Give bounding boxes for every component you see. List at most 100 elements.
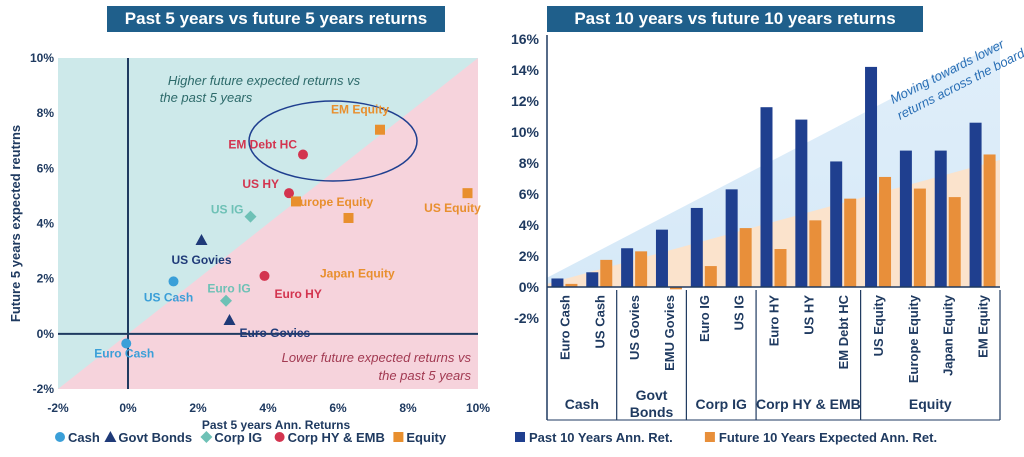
bar xyxy=(913,188,926,287)
y-tick-label: 0% xyxy=(519,279,540,295)
legend-label: Future 10 Years Expected Ann. Ret. xyxy=(719,430,937,445)
point-label: US Govies xyxy=(171,253,231,267)
bar xyxy=(669,287,682,290)
bar xyxy=(774,249,787,287)
bar xyxy=(586,272,599,287)
category-label: US Govies xyxy=(627,295,642,360)
scatter-chart: -2% 0% 2% 4% 6% 8% 10% -2% 0% 2% 4% 6% 8% 10% Past 5 y… xyxy=(8,51,490,445)
y-tick-label: 0% xyxy=(37,327,55,341)
y-tick-label: 14% xyxy=(511,62,540,78)
point-label: Japan Equity xyxy=(320,266,395,280)
scatter-point xyxy=(195,234,208,246)
x-tick-label: 8% xyxy=(399,401,417,415)
x-axis-title: Past 5 years Ann. Returns xyxy=(202,418,351,432)
y-tick-label: 6% xyxy=(519,186,540,202)
x-tick-label: 0% xyxy=(119,401,137,415)
bar xyxy=(809,220,822,287)
legend-swatch xyxy=(704,432,715,442)
category-label: EMU Govies xyxy=(662,295,677,371)
y-tick-label: 4% xyxy=(37,217,55,231)
bar xyxy=(899,150,912,287)
legend-marker xyxy=(55,432,65,442)
y-tick-label: 6% xyxy=(37,161,55,175)
y-tick-label: 4% xyxy=(519,217,540,233)
category-label: Europe Equity xyxy=(906,294,921,383)
bar-chart: -2% 0% 2% 4% 6% 8% 10% 12% 14% 16% Euro Cash US Cas… xyxy=(511,31,1024,445)
bar xyxy=(739,228,752,287)
point-label: Euro HY xyxy=(275,287,322,301)
category-label: US Cash xyxy=(592,295,607,349)
highlight-ellipse xyxy=(248,100,418,182)
bar xyxy=(795,119,808,287)
upper-region-label-line1: Higher future expected returns vs xyxy=(168,73,361,88)
bar xyxy=(704,266,717,287)
bar xyxy=(934,150,947,287)
lower-region-label-line2: the past 5 years xyxy=(379,368,472,383)
category-label: US Equity xyxy=(871,294,886,356)
legend-swatch xyxy=(515,432,525,442)
y-tick-label: 12% xyxy=(511,93,540,109)
scatter-point xyxy=(284,188,294,199)
category-label: Euro Cash xyxy=(557,295,572,360)
bar xyxy=(865,66,878,288)
x-tick-label: 2% xyxy=(189,401,207,415)
scatter-point xyxy=(121,338,132,349)
point-label: Euro IG xyxy=(207,282,250,296)
bar xyxy=(600,259,613,287)
legend-marker xyxy=(393,432,404,442)
y-tick-label: 2% xyxy=(519,248,540,264)
category-label: EM Equity xyxy=(976,294,991,358)
point-label: US Equity xyxy=(424,201,481,215)
scatter-point xyxy=(298,149,308,160)
legend-label: Cash xyxy=(68,430,100,445)
y-tick-label: -2% xyxy=(33,382,55,396)
group-label: Equity xyxy=(909,396,952,412)
lower-region-label-line1: Lower future expected returns vs xyxy=(282,350,472,365)
bar xyxy=(635,251,648,287)
group-label: Corp IG xyxy=(696,396,747,412)
category-label: US IG xyxy=(732,295,747,330)
point-label: EM Debt HC xyxy=(228,138,297,152)
bar xyxy=(565,283,578,287)
legend-label: Equity xyxy=(406,430,446,445)
x-tick-label: 6% xyxy=(329,401,347,415)
right-chart-title: Past 10 years vs future 10 years returns xyxy=(547,6,923,32)
scatter-point xyxy=(462,188,473,199)
legend-label: Corp IG xyxy=(214,430,262,445)
scatter-point xyxy=(375,124,385,135)
bar xyxy=(969,122,982,287)
legend-marker xyxy=(104,431,117,442)
group-label: Corp HY & EMB xyxy=(756,396,861,412)
legend-label: Govt Bonds xyxy=(118,430,192,445)
upper-region xyxy=(58,58,478,389)
point-label: US HY xyxy=(242,177,279,191)
scatter-point xyxy=(259,270,270,281)
category-label: Euro HY xyxy=(767,295,782,347)
group-label: Govt xyxy=(636,387,668,403)
scatter-point xyxy=(168,276,179,287)
left-chart-title: Past 5 years vs future 5 years returns xyxy=(107,6,445,32)
category-label: EM Debt HC xyxy=(836,294,851,369)
bar xyxy=(879,176,892,287)
bar xyxy=(690,207,703,287)
point-label: US IG xyxy=(211,203,244,217)
y-tick-label: -2% xyxy=(514,310,539,326)
bar xyxy=(830,161,843,287)
bar xyxy=(551,278,564,287)
x-tick-label: 4% xyxy=(259,401,277,415)
y-tick-label: 16% xyxy=(511,31,540,47)
bar xyxy=(760,107,773,287)
point-label: EM Equity xyxy=(331,103,389,117)
point-label: US Cash xyxy=(144,290,193,304)
y-axis-title: Future 5 years expected reutrns xyxy=(8,125,23,322)
group-label: Cash xyxy=(565,396,599,412)
legend-marker xyxy=(274,432,285,442)
y-tick-label: 10% xyxy=(30,51,54,65)
scatter-point xyxy=(220,294,232,307)
y-tick-label: 8% xyxy=(519,155,540,171)
point-label: Europe Equity xyxy=(292,195,374,209)
bar xyxy=(948,197,961,287)
y-tick-label: 2% xyxy=(37,272,55,286)
scatter-point xyxy=(244,210,257,223)
